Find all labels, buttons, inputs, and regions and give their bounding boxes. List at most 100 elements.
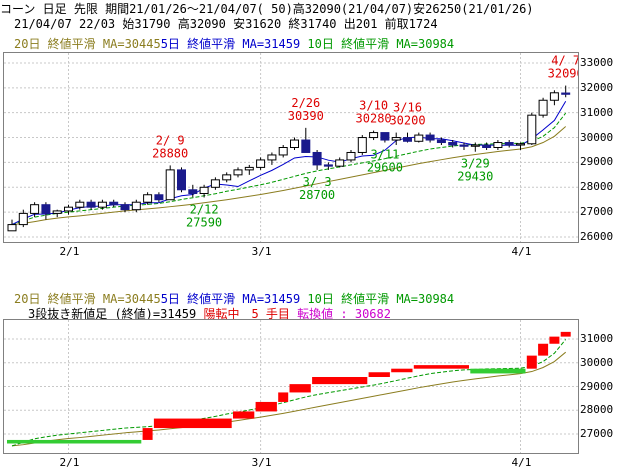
candle-body <box>482 144 492 149</box>
candle <box>18 209 28 228</box>
candle <box>7 219 17 232</box>
legend2-ma10: 10日 終値平滑 MA=30984 <box>307 292 455 306</box>
candle <box>177 167 186 193</box>
candle <box>436 137 446 146</box>
candle <box>97 199 107 210</box>
ma10-line <box>11 339 567 447</box>
legend-bottom: 20日 終値平滑 MA=304455日 終値平滑 MA=31459 10日 終値… <box>14 290 454 307</box>
candle-body <box>64 206 73 212</box>
annotation-value: 30280 <box>356 112 392 126</box>
candle <box>199 184 209 198</box>
x-tick-label: 2/1 <box>59 456 80 469</box>
candle-body <box>222 174 232 181</box>
new-price-chart-panel <box>3 319 579 454</box>
annotation-date: 3/10 <box>359 99 388 113</box>
y-tick-label: 31000 <box>580 105 614 119</box>
candle <box>380 132 390 143</box>
candle-body <box>561 92 571 95</box>
candle-body <box>391 137 401 141</box>
candle-body <box>448 142 458 146</box>
candle-body <box>549 92 559 101</box>
new-price-bar <box>526 355 537 369</box>
y-tick-label: 27000 <box>580 427 614 440</box>
y-tick-label: 32000 <box>580 80 614 94</box>
candle <box>335 157 345 168</box>
y-tick-label: 29000 <box>580 155 614 169</box>
candle <box>538 97 548 118</box>
candle-body <box>504 142 514 146</box>
new-price-bar <box>278 392 289 402</box>
legend-top: 20日 終値平滑 MA=304455日 終値平滑 MA=31459 10日 終値… <box>14 35 454 52</box>
annotation-date: 3/29 <box>461 157 490 171</box>
annotation-date: 2/ 9 <box>156 133 185 147</box>
candle <box>561 85 571 98</box>
candle-body <box>470 144 480 147</box>
new-price-info: 3段抜き新値足 (終値)=31459 陽転中 5 手目 転換値 : 30682 <box>28 305 391 322</box>
new-price-bar <box>233 411 255 419</box>
candle <box>143 192 153 205</box>
candle <box>493 140 503 150</box>
new-price-bar <box>538 343 549 356</box>
ma-line-20日 <box>11 126 567 226</box>
candle <box>301 127 311 153</box>
candle <box>120 202 130 213</box>
candle-body <box>346 151 356 161</box>
candle <box>75 199 85 210</box>
candle <box>165 165 175 201</box>
new-price-bar <box>312 377 368 385</box>
candle <box>233 167 243 178</box>
candle-body <box>188 189 198 195</box>
ma20-line <box>11 351 567 447</box>
legend2-ma5: 5日 終値平滑 MA=31459 <box>160 292 301 306</box>
y-tick-label: 31000 <box>580 332 614 345</box>
candle <box>256 157 266 170</box>
candle <box>154 192 164 203</box>
candle-body <box>41 204 51 214</box>
candle <box>109 199 119 208</box>
y-tick-label: 30000 <box>580 130 614 144</box>
candle-body <box>312 151 322 166</box>
annotation-date: 2/26 <box>291 96 320 110</box>
candle <box>482 142 492 150</box>
candle <box>30 202 40 218</box>
annotation-value: 29430 <box>457 170 493 184</box>
candle-body <box>244 166 254 171</box>
candle-body <box>18 212 28 226</box>
candle-body <box>199 186 209 195</box>
candle <box>210 177 220 190</box>
candle <box>527 112 537 146</box>
candle <box>414 132 424 143</box>
new-price-bar <box>368 372 390 377</box>
annotation-date: 4/ 7 <box>551 54 578 68</box>
candle-body <box>165 169 175 201</box>
candle <box>86 199 96 210</box>
candle-body <box>459 144 469 147</box>
candle-body <box>52 210 62 214</box>
candle <box>222 172 232 183</box>
candle <box>346 149 356 163</box>
candle <box>459 142 469 150</box>
candle <box>504 140 514 148</box>
new-price-bar <box>153 418 232 429</box>
candle <box>391 132 401 146</box>
candle-body <box>290 139 299 149</box>
candle <box>357 135 367 155</box>
candle-body <box>278 147 288 156</box>
candle-body <box>357 137 367 153</box>
candle <box>516 142 525 150</box>
candle-body <box>86 201 96 208</box>
candle <box>244 164 254 175</box>
new-price-bar <box>255 401 277 412</box>
annotation-value: 29600 <box>367 161 403 175</box>
candle-body <box>516 143 525 146</box>
candle <box>52 209 62 218</box>
annotation-value: 30200 <box>389 114 425 128</box>
new-price-bar <box>413 365 469 369</box>
info-close: 3段抜き新値足 (終値)=31459 <box>28 307 197 321</box>
info-turn-value: 転換値 : 30682 <box>297 307 391 321</box>
legend-ma5: 5日 終値平滑 MA=31459 <box>160 37 301 51</box>
candle-body <box>30 204 40 214</box>
y-tick-label: 27000 <box>580 205 614 219</box>
candle <box>41 202 51 220</box>
